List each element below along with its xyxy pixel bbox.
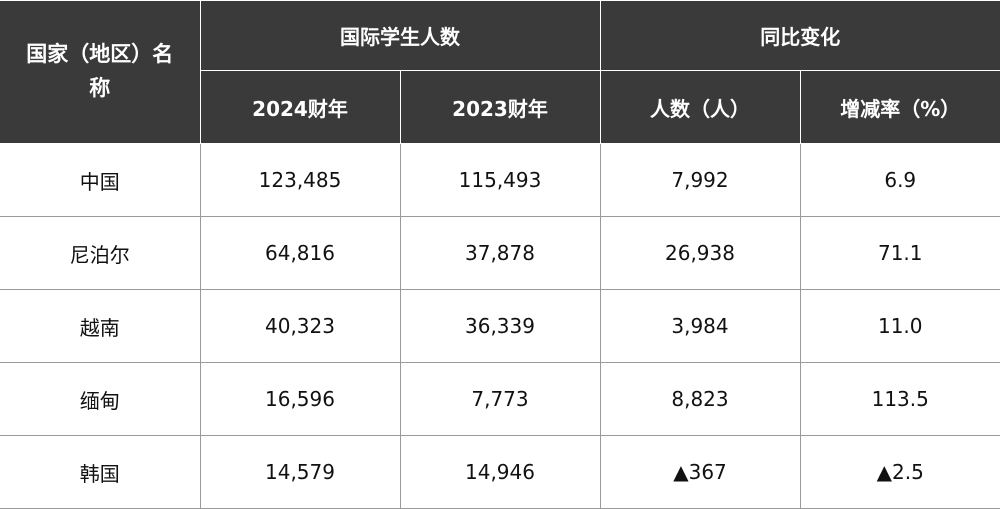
value-cell: 11.0 — [799, 289, 1000, 363]
value-cell: 123,485 — [199, 143, 401, 217]
table-row: 尼泊尔 64,816 37,878 26,938 71.1 — [0, 216, 1000, 290]
value-cell: 64,816 — [199, 216, 401, 290]
value-cell: 40,323 — [199, 289, 401, 363]
header-cell: 同比变化 — [599, 0, 1000, 71]
header-cell: 2023财年 — [399, 70, 601, 144]
value-cell: 7,992 — [599, 143, 801, 217]
header-cell: 国际学生人数 — [199, 0, 601, 71]
value-cell: 3,984 — [599, 289, 801, 363]
table-body: 中国 123,485 115,493 7,992 6.9 尼泊尔 64,816 37,878 2… — [0, 143, 1000, 509]
value-cell: 16,596 — [199, 362, 401, 436]
value-cell: 26,938 — [599, 216, 801, 290]
value-cell: 36,339 — [399, 289, 601, 363]
header-cell: 人数（人） — [599, 70, 801, 144]
country-cell: 缅甸 — [0, 362, 201, 436]
header-cell: 增减率（%） — [799, 70, 1000, 144]
country-cell: 尼泊尔 — [0, 216, 201, 290]
country-cell: 越南 — [0, 289, 201, 363]
value-cell: 71.1 — [799, 216, 1000, 290]
value-cell: 7,773 — [399, 362, 601, 436]
value-cell: ▲2.5 — [799, 435, 1000, 509]
value-cell: 14,946 — [399, 435, 601, 509]
value-cell: 14,579 — [199, 435, 401, 509]
value-cell: 115,493 — [399, 143, 601, 217]
table-row: 缅甸 16,596 7,773 8,823 113.5 — [0, 362, 1000, 436]
value-cell: 8,823 — [599, 362, 801, 436]
table-row: 越南 40,323 36,339 3,984 11.0 — [0, 289, 1000, 363]
value-cell: 113.5 — [799, 362, 1000, 436]
country-cell: 中国 — [0, 143, 201, 217]
value-cell: ▲367 — [599, 435, 801, 509]
value-cell: 6.9 — [799, 143, 1000, 217]
table-row: 韩国 14,579 14,946 ▲367 ▲2.5 — [0, 435, 1000, 509]
table-row: 中国 123,485 115,493 7,992 6.9 — [0, 143, 1000, 217]
country-cell: 韩国 — [0, 435, 201, 509]
value-cell: 37,878 — [399, 216, 601, 290]
header-row: 国家（地区）名称 国际学生人数 同比变化 — [0, 0, 1000, 144]
header-cell: 2024财年 — [200, 70, 401, 144]
header-cell: 国家（地区）名称 — [0, 0, 201, 144]
table-header: 国家（地区）名称 国际学生人数 同比变化 2024财年 2023财年 人数（人） 增减… — [0, 0, 1000, 144]
header-row: 2024财年 2023财年 人数（人） 增减率（%） — [0, 70, 1000, 144]
